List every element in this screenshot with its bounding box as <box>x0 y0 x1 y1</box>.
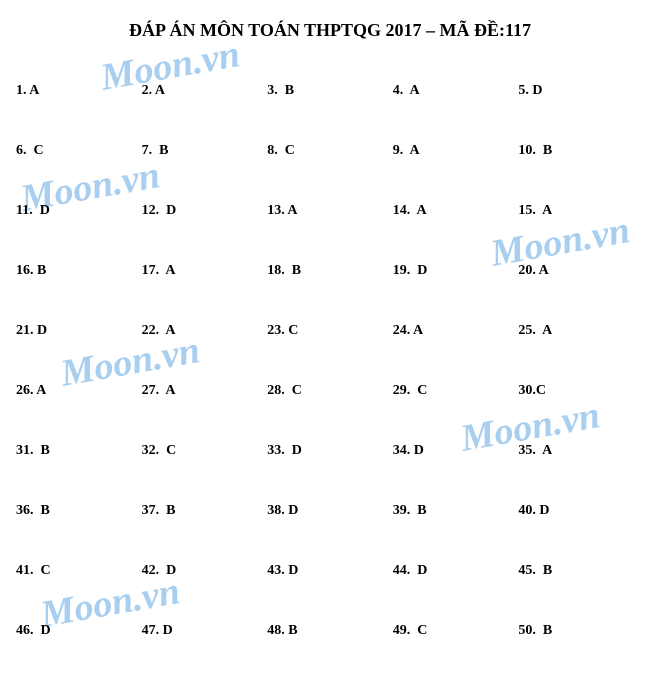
answer-cell: 17. A <box>142 263 268 279</box>
answer-cell: 30.C <box>518 383 644 399</box>
answer-row: 16. B17. A18. B19. D20. A <box>16 241 644 301</box>
answer-cell: 33. D <box>267 443 393 459</box>
answer-cell: 44. D <box>393 563 519 579</box>
answer-cell: 20. A <box>518 263 644 279</box>
answer-cell: 48. B <box>267 623 393 639</box>
answer-cell: 27. A <box>142 383 268 399</box>
answer-cell: 15. A <box>518 203 644 219</box>
answer-cell: 40. D <box>518 503 644 519</box>
answer-cell: 23. C <box>267 323 393 339</box>
answer-cell: 3. B <box>267 83 393 99</box>
answer-cell: 9. A <box>393 143 519 159</box>
answer-cell: 21. D <box>16 323 142 339</box>
answer-row: 6. C7. B8. C9. A10. B <box>16 121 644 181</box>
answer-cell: 50. B <box>518 623 644 639</box>
answer-cell: 43. D <box>267 563 393 579</box>
answer-cell: 4. A <box>393 83 519 99</box>
answer-cell: 29. C <box>393 383 519 399</box>
answer-cell: 28. C <box>267 383 393 399</box>
answer-cell: 24. A <box>393 323 519 339</box>
answer-cell: 5. D <box>518 83 644 99</box>
answer-row: 46. D47. D48. B49. C50. B <box>16 601 644 661</box>
answer-cell: 22. A <box>142 323 268 339</box>
answer-cell: 45. B <box>518 563 644 579</box>
answer-cell: 26. A <box>16 383 142 399</box>
answer-cell: 32. C <box>142 443 268 459</box>
answer-cell: 36. B <box>16 503 142 519</box>
answer-row: 41. C42. D43. D44. D45. B <box>16 541 644 601</box>
answer-cell: 14. A <box>393 203 519 219</box>
answer-cell: 12. D <box>142 203 268 219</box>
answer-row: 36. B37. B38. D39. B40. D <box>16 481 644 541</box>
answer-cell: 13. A <box>267 203 393 219</box>
answer-row: 26. A27. A28. C29. C30.C <box>16 361 644 421</box>
answer-row: 11. D12. D13. A14. A15. A <box>16 181 644 241</box>
answer-row: 31. B32. C33. D34. D35. A <box>16 421 644 481</box>
answer-cell: 46. D <box>16 623 142 639</box>
answer-cell: 19. D <box>393 263 519 279</box>
page-title: ĐÁP ÁN MÔN TOÁN THPTQG 2017 – MÃ ĐỀ:117 <box>0 0 660 61</box>
answer-cell: 2. A <box>142 83 268 99</box>
answer-cell: 35. A <box>518 443 644 459</box>
answer-cell: 18. B <box>267 263 393 279</box>
answer-cell: 31. B <box>16 443 142 459</box>
answer-cell: 37. B <box>142 503 268 519</box>
answer-cell: 8. C <box>267 143 393 159</box>
answer-grid: 1. A2. A3. B4. A5. D6. C7. B8. C9. A10. … <box>0 61 660 661</box>
answer-cell: 39. B <box>393 503 519 519</box>
answer-cell: 16. B <box>16 263 142 279</box>
answer-cell: 1. A <box>16 83 142 99</box>
answer-cell: 34. D <box>393 443 519 459</box>
answer-cell: 42. D <box>142 563 268 579</box>
answer-row: 1. A2. A3. B4. A5. D <box>16 61 644 121</box>
answer-row: 21. D22. A23. C24. A25. A <box>16 301 644 361</box>
answer-cell: 6. C <box>16 143 142 159</box>
answer-cell: 7. B <box>142 143 268 159</box>
answer-cell: 11. D <box>16 203 142 219</box>
answer-cell: 10. B <box>518 143 644 159</box>
answer-cell: 47. D <box>142 623 268 639</box>
answer-cell: 41. C <box>16 563 142 579</box>
answer-cell: 25. A <box>518 323 644 339</box>
answer-cell: 38. D <box>267 503 393 519</box>
answer-cell: 49. C <box>393 623 519 639</box>
